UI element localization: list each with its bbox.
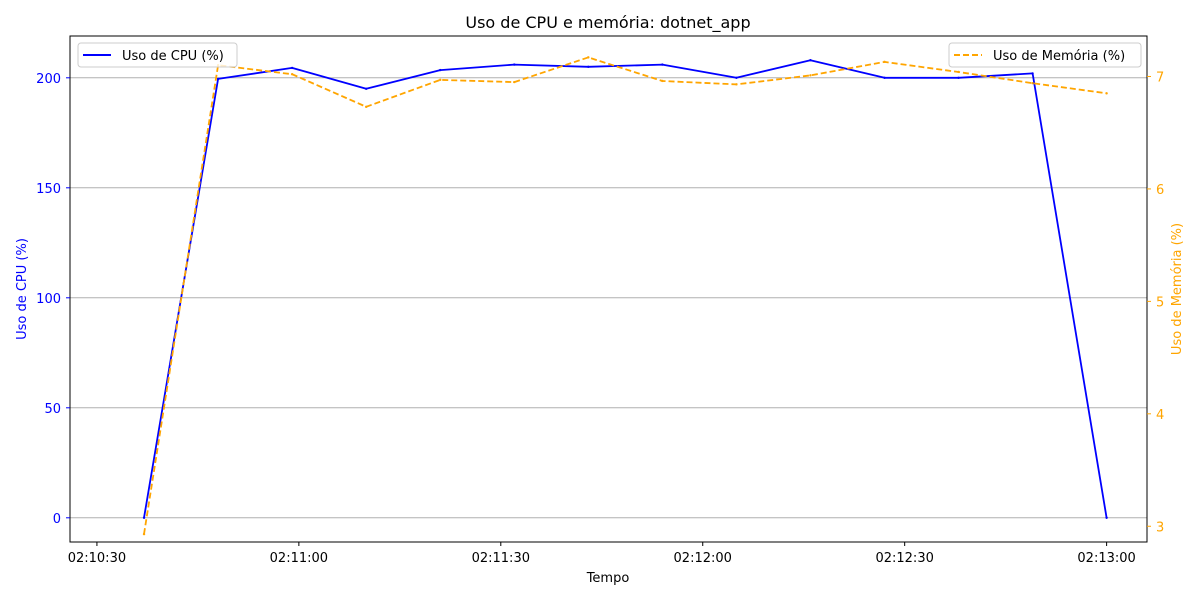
legend-memory-label: Uso de Memória (%) [993,49,1125,64]
y-right-tick-label-3: 6 [1156,183,1164,198]
memory-point-3 [364,105,368,109]
y-left-tick-label-4: 200 [36,72,61,87]
y-right-tick-label-1: 4 [1156,408,1164,423]
x-tick-label-5: 02:13:00 [1077,551,1135,566]
cpu-point-2 [290,66,294,70]
x-tick-label-0: 02:10:30 [68,551,126,566]
memory-point-13 [1105,92,1108,95]
grid [70,77,1147,519]
memory-point-2 [290,73,294,76]
x-axis-label: Tempo [586,571,630,586]
memory-point-9 [809,74,812,77]
y-right-tick-label-2: 5 [1156,295,1164,310]
memory-point-4 [439,78,442,82]
memory-point-12 [1031,82,1034,85]
y-axis-label-memory: Uso de Memória (%) [1170,223,1185,355]
legend-memory: Uso de Memória (%) [948,42,1142,68]
x-tick-label-2: 02:11:30 [472,551,530,566]
memory-point-11 [957,70,960,74]
bottom-axis: 02:10:30 02:11:00 02:11:30 02:12:00 02:12:30… [68,542,1136,566]
y-left-tick-label-0: 0 [53,512,61,527]
memory-point-8 [735,83,738,86]
series-line-memory [143,56,1107,535]
legend-cpu: Uso de CPU (%) [77,42,238,68]
y-right-tick-label-0: 3 [1156,520,1164,535]
cpu-point-9 [809,59,812,62]
cpu-point-1 [216,77,220,81]
memory-point-6 [587,56,590,59]
left-axis: 0 50 100 150 200 [36,72,70,527]
y-left-tick-label-2: 100 [36,292,61,307]
x-tick-label-4: 02:12:30 [875,551,933,566]
x-tick-label-1: 02:11:00 [270,551,328,566]
cpu-point-3 [364,87,368,91]
cpu-point-13 [1105,516,1108,519]
legend-cpu-box [77,42,238,68]
cpu-point-12 [1031,72,1034,75]
memory-point-10 [883,60,886,64]
right-axis: 3 4 5 6 7 [1147,70,1164,535]
y-right-tick-label-4: 7 [1156,70,1164,85]
series-line-cpu [143,59,1108,518]
cpu-point-4 [439,68,442,72]
memory-point-7 [661,79,664,83]
memory-point-5 [513,80,516,84]
cpu-point-5 [513,63,516,66]
memory-point-0 [142,532,146,536]
x-tick-label-3: 02:12:00 [674,551,732,566]
y-left-tick-label-1: 50 [44,402,61,417]
cpu-point-0 [142,516,146,519]
y-axis-label-cpu: Uso de CPU (%) [15,238,30,340]
cpu-point-6 [587,65,590,69]
cpu-point-11 [957,76,960,80]
cpu-point-7 [661,63,664,66]
cpu-point-10 [883,76,886,80]
chart-title: Uso de CPU e memória: dotnet_app [465,13,750,33]
legend-memory-box [948,42,1142,68]
plot-frame [69,35,1148,543]
legend-cpu-label: Uso de CPU (%) [122,49,224,64]
series-layer [142,56,1108,536]
cpu-point-8 [735,76,738,80]
y-left-tick-label-3: 150 [36,182,61,197]
